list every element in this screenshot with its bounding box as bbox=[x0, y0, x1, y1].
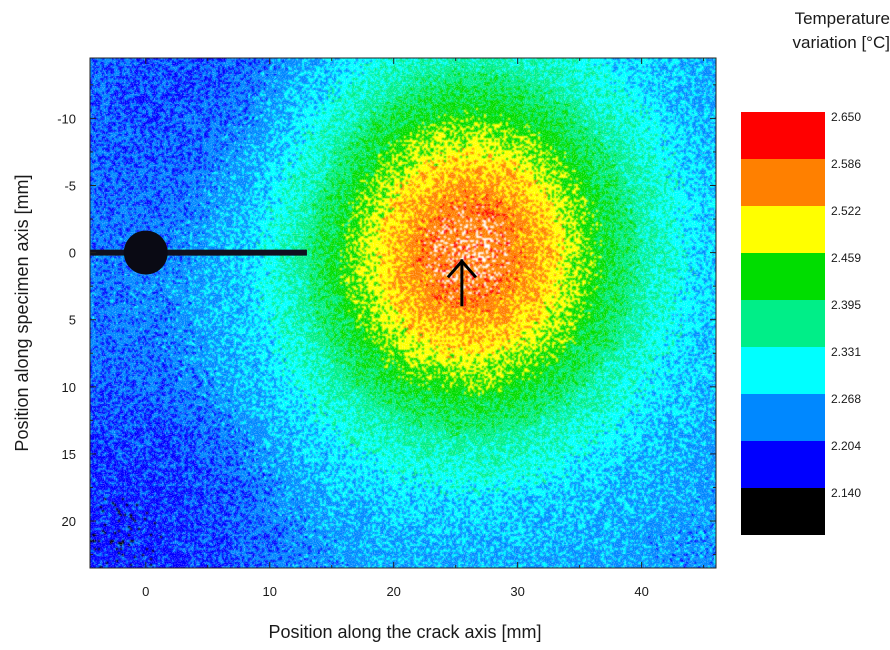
colorbar-title-line2: variation [°C] bbox=[792, 33, 890, 52]
colorbar-swatch bbox=[741, 394, 825, 441]
y-tick-label: 0 bbox=[69, 246, 76, 261]
colorbar-level-label: 2.140 bbox=[831, 486, 861, 500]
colorbar-level-label: 2.459 bbox=[831, 251, 861, 265]
colorbar-level-label: 2.650 bbox=[831, 110, 861, 124]
y-axis-title: Position along specimen axis [mm] bbox=[12, 174, 32, 451]
colorbar-title-line1: Temperature bbox=[795, 9, 890, 28]
colorbar-level-label: 2.331 bbox=[831, 345, 861, 359]
colorbar-swatch bbox=[741, 347, 825, 394]
arrow-marker bbox=[446, 259, 478, 307]
colorbar-level-label: 2.204 bbox=[831, 439, 861, 453]
colorbar-swatch bbox=[741, 300, 825, 347]
x-axis-title: Position along the crack axis [mm] bbox=[268, 622, 541, 642]
colorbar-swatch bbox=[741, 206, 825, 253]
colorbar-swatch bbox=[741, 441, 825, 488]
x-tick-label: 10 bbox=[263, 584, 277, 599]
colorbar-swatch bbox=[741, 159, 825, 206]
y-tick-label: 15 bbox=[62, 447, 76, 462]
hole-marker bbox=[123, 230, 168, 275]
colorbar-swatch bbox=[741, 112, 825, 159]
colorbar: Temperature variation [°C] 2.650 2.586 2.5… bbox=[741, 9, 890, 535]
y-tick-label: -10 bbox=[57, 111, 76, 126]
y-tick-label: 5 bbox=[69, 313, 76, 328]
y-tick-label: 20 bbox=[62, 514, 76, 529]
x-tick-label: 0 bbox=[142, 584, 149, 599]
heatmap-speckle bbox=[90, 58, 716, 568]
y-tick-label: 10 bbox=[62, 380, 76, 395]
colorbar-level-label: 2.522 bbox=[831, 204, 861, 218]
plot-frame bbox=[89, 57, 717, 569]
colorbar-level-label: 2.586 bbox=[831, 157, 861, 171]
x-tick-label: 30 bbox=[510, 584, 524, 599]
x-tick-label: 40 bbox=[634, 584, 648, 599]
colorbar-level-label: 2.395 bbox=[831, 298, 861, 312]
y-axis-ticks: -10 -5 0 5 10 15 20 bbox=[57, 84, 716, 556]
heatmap-image bbox=[90, 58, 716, 568]
heatmap-plot: 0 10 20 30 40 -10 -5 0 5 10 15 20 Position along t… bbox=[12, 57, 717, 642]
specimen-overlay bbox=[90, 230, 478, 307]
x-axis-ticks: 0 10 20 30 40 bbox=[142, 58, 705, 599]
colorbar-swatch bbox=[741, 253, 825, 300]
colorbar-swatch bbox=[741, 488, 825, 535]
colorbar-swatches bbox=[741, 112, 825, 535]
colorbar-labels: 2.650 2.586 2.522 2.459 2.395 2.331 2.268 2.204… bbox=[831, 110, 861, 500]
y-tick-label: -5 bbox=[64, 179, 76, 194]
x-tick-label: 20 bbox=[386, 584, 400, 599]
colorbar-level-label: 2.268 bbox=[831, 392, 861, 406]
